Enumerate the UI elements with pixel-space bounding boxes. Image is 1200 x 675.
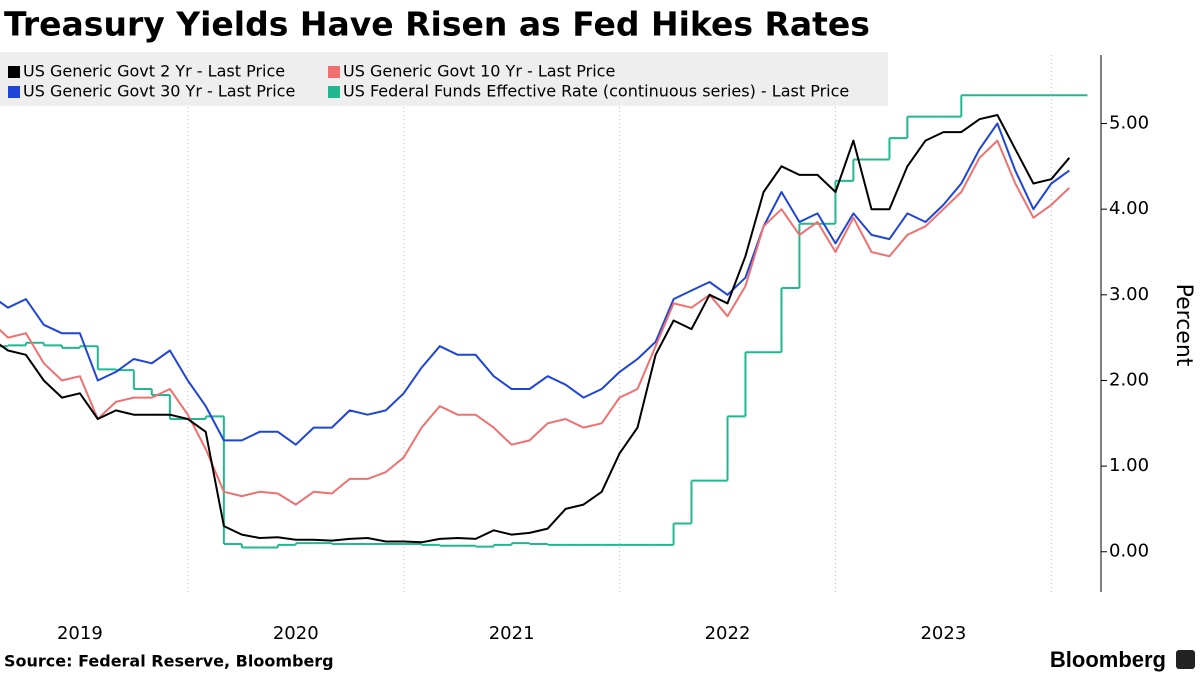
y-tick-label: 4.00 — [1109, 198, 1149, 219]
x-tick-label: 2020 — [273, 623, 319, 644]
x-tick-label: 2023 — [920, 623, 966, 644]
y-tick-label: 2.00 — [1109, 369, 1149, 390]
series-line — [0, 139, 1070, 506]
source-note: Source: Federal Reserve, Bloomberg — [4, 652, 334, 671]
x-tick-label: 2019 — [57, 623, 103, 644]
legend-swatch — [328, 66, 340, 78]
brand: Bloomberg — [1050, 647, 1166, 672]
y-tick-label: 3.00 — [1109, 284, 1149, 305]
x-tick-label: 2022 — [705, 623, 751, 644]
legend-label: US Generic Govt 2 Yr - Last Price — [23, 62, 285, 81]
legend-swatch — [8, 86, 20, 98]
legend-label: US Generic Govt 10 Yr - Last Price — [343, 62, 615, 81]
y-tick-label: 0.00 — [1109, 541, 1149, 562]
legend-swatch — [8, 66, 20, 78]
legend-box — [0, 52, 888, 106]
brand-icon — [1176, 650, 1195, 669]
series-line — [0, 122, 1070, 446]
legend-label: US Federal Funds Effective Rate (continu… — [343, 82, 849, 101]
chart-title: Treasury Yields Have Risen as Fed Hikes … — [4, 5, 870, 44]
series-line — [0, 114, 1071, 544]
legend-swatch — [328, 86, 340, 98]
y-tick-label: 5.00 — [1109, 113, 1149, 134]
x-tick-label: 2021 — [489, 623, 535, 644]
legend-label: US Generic Govt 30 Yr - Last Price — [23, 82, 295, 101]
y-axis-label: Percent — [1171, 284, 1196, 367]
y-tick-label: 1.00 — [1109, 455, 1149, 476]
